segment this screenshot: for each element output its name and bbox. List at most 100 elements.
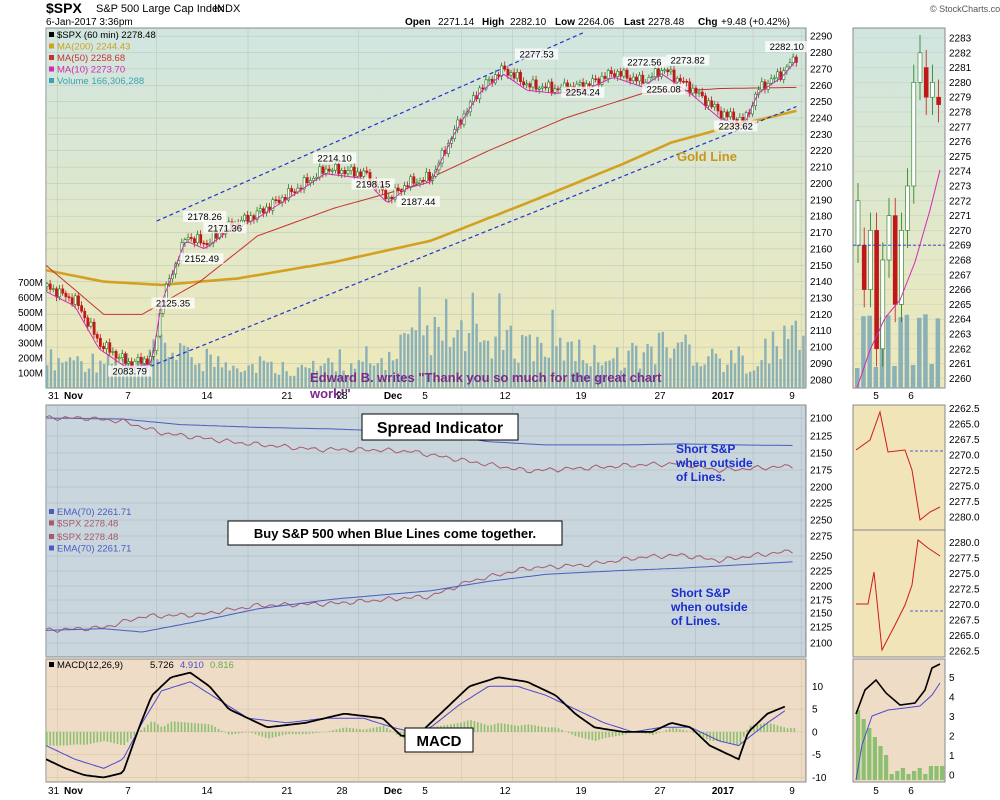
spread-y-tick: 2175	[810, 466, 833, 477]
spread-legend-swatch	[49, 520, 54, 526]
candle-body	[625, 69, 629, 79]
macd-hist-bar	[214, 726, 216, 732]
volume-y-tick: 600M	[18, 293, 43, 304]
mini-x-tick-label: 5	[873, 391, 879, 402]
macd-hist-bar	[157, 724, 159, 732]
mini-candle-body	[930, 82, 935, 98]
volume-bar	[540, 342, 543, 388]
x-tick-label: 14	[201, 391, 213, 402]
macd-hist-bar	[301, 731, 304, 735]
volume-bar	[87, 368, 91, 388]
mini-macd-hist-bar	[878, 746, 883, 780]
mini-macd-y-tick: 1	[949, 751, 955, 762]
mini-macd-hist-bar	[895, 771, 900, 780]
volume-bar	[418, 287, 421, 388]
candle-body	[776, 71, 779, 79]
macd-hist-bar	[510, 724, 513, 732]
macd-hist-bar	[689, 731, 691, 733]
mini-volume-bar	[861, 316, 866, 388]
volume-bar	[718, 358, 721, 388]
x-tick-label: 28	[336, 786, 348, 797]
volume-bar	[661, 331, 664, 388]
mini-spread-y-tick: 2275.0	[949, 569, 980, 580]
volume-bar	[410, 327, 414, 388]
candle-body	[48, 283, 52, 290]
mini-macd-y-tick: 0	[949, 771, 955, 782]
macd-hist-bar	[345, 727, 348, 732]
volume-bar	[695, 362, 699, 388]
candle-body	[51, 288, 55, 291]
volume-bar	[76, 356, 79, 388]
candle-body	[635, 76, 638, 82]
macd-hist-bar	[729, 731, 732, 744]
volume-bar	[239, 372, 243, 388]
volume-bar	[619, 370, 623, 388]
volume-y-tick: 700M	[18, 278, 43, 289]
macd-hist-bar	[86, 731, 89, 745]
volume-bar	[509, 325, 512, 388]
candle-body	[258, 208, 262, 212]
last-label: Last	[624, 17, 645, 28]
volume-bar	[790, 325, 794, 388]
price-y-tick: 2270	[810, 64, 833, 75]
candle-body	[312, 177, 315, 181]
volume-bar	[650, 346, 653, 388]
macd-hist-bar	[66, 731, 68, 746]
volume-bar	[627, 350, 630, 388]
macd-hist-bar	[150, 721, 152, 732]
volume-bar	[179, 343, 182, 388]
x-tick-label: 2017	[712, 786, 735, 797]
volume-bar	[414, 330, 417, 388]
mini-price-chart	[853, 35, 945, 389]
volume-bar	[787, 338, 790, 388]
candle-body	[324, 168, 328, 174]
mini-y-tick: 2262	[949, 344, 972, 355]
candle-body	[497, 74, 500, 77]
spread-legend-swatch	[49, 545, 54, 551]
open-value: 2271.14	[438, 17, 475, 28]
x-tick-label: 14	[201, 786, 213, 797]
volume-bar	[513, 358, 516, 388]
candle-body	[277, 199, 281, 203]
mini-candle-body	[936, 96, 941, 105]
candle-body	[616, 71, 620, 77]
macd-hist-bar	[120, 731, 122, 745]
volume-bar	[479, 342, 482, 388]
macd-hist-bar	[739, 731, 742, 744]
candle-body	[534, 79, 538, 90]
volume-bar	[395, 358, 398, 388]
mini-candle-body	[923, 67, 929, 98]
macd-hist-bar	[264, 731, 267, 738]
price-y-tick: 2220	[810, 146, 833, 157]
candle-body	[691, 87, 695, 94]
macd-hist-bar	[675, 728, 678, 732]
testimonial-line-2: work!"	[309, 386, 351, 401]
mini-candle-body	[855, 200, 861, 246]
legend-entry: Volume 166,306,288	[57, 76, 144, 87]
candle-body	[365, 170, 369, 173]
volume-bar	[475, 323, 478, 388]
volume-bar	[688, 344, 691, 388]
spread-y-tick: 2200	[810, 483, 833, 494]
macd-hist-bar	[335, 729, 338, 732]
volume-bar	[384, 369, 387, 388]
macd-hist-bar	[581, 731, 583, 738]
volume-bar	[733, 363, 737, 388]
spread-y-tick: 2250	[810, 516, 833, 527]
mini-candle-body	[886, 215, 892, 261]
macd-hist-bar	[106, 731, 109, 742]
volume-bar	[711, 348, 714, 388]
price-y-tick: 2130	[810, 294, 833, 305]
candle-body	[628, 77, 632, 82]
macd-hist-bar	[571, 731, 573, 735]
candle-body	[102, 346, 105, 350]
candle-body	[105, 342, 109, 350]
macd-hist-bar	[503, 723, 506, 732]
candle-body	[594, 78, 598, 81]
macd-hist-bar	[389, 730, 392, 732]
volume-bar	[277, 374, 281, 388]
volume-bar	[616, 347, 619, 388]
candle-body	[541, 86, 544, 89]
x-tick-label: 21	[281, 391, 293, 402]
macd-box-label: MACD	[417, 733, 462, 750]
